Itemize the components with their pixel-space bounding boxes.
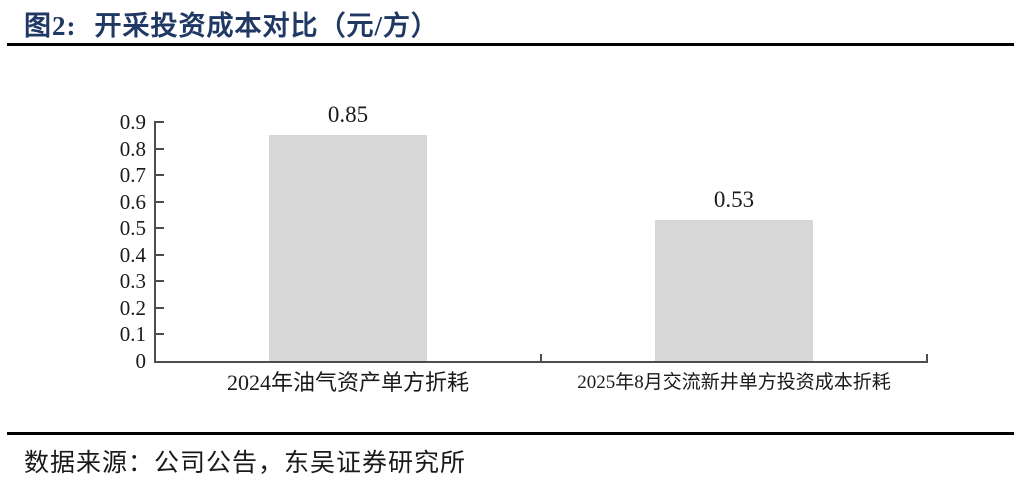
x-tick-mark: [540, 354, 542, 361]
y-tick-label: 0.1: [119, 322, 146, 347]
category-label: 2024年油气资产单方折耗: [226, 370, 469, 395]
y-tick-mark: [156, 121, 164, 123]
y-tick-mark: [156, 200, 164, 203]
y-tick-mark: [156, 227, 164, 230]
y-tick-mark: [156, 174, 164, 177]
bar: [655, 220, 813, 361]
y-tick-mark: [156, 280, 164, 283]
y-tick-label: 0.8: [119, 136, 146, 161]
x-tick-mark: [926, 354, 928, 361]
bar-value-label: 0.85: [327, 102, 369, 128]
y-tick-mark: [156, 253, 164, 256]
x-axis: [154, 361, 928, 363]
y-tick-label: 0.2: [119, 295, 146, 320]
y-tick-label: 0.4: [119, 242, 146, 267]
y-tick-mark: [156, 147, 164, 150]
y-tick-label: 0.7: [119, 163, 146, 188]
y-tick-mark: [156, 333, 164, 336]
figure-title-text: 开采投资成本对比（元/方）: [94, 11, 440, 41]
y-tick-mark: [156, 306, 164, 309]
y-tick-label: 0.6: [119, 189, 146, 214]
y-tick-label: 0.5: [119, 216, 146, 241]
y-tick-label: 0.3: [119, 269, 146, 294]
footer-rule: [7, 432, 1014, 435]
figure-number-label: 图2:: [24, 11, 77, 41]
y-tick-label: 0: [135, 349, 147, 373]
category-label: 2025年8月交流新井单方投资成本折耗: [577, 372, 891, 393]
y-tick-label: 0.9: [119, 110, 146, 134]
header-rule: [7, 43, 1014, 46]
figure-title: 图2: 开采投资成本对比（元/方）: [24, 4, 439, 43]
y-axis: [154, 121, 156, 363]
bar-value-label: 0.53: [713, 187, 755, 213]
bar: [269, 135, 427, 361]
data-source-text: 数据来源：公司公告，东吴证券研究所: [24, 450, 467, 477]
